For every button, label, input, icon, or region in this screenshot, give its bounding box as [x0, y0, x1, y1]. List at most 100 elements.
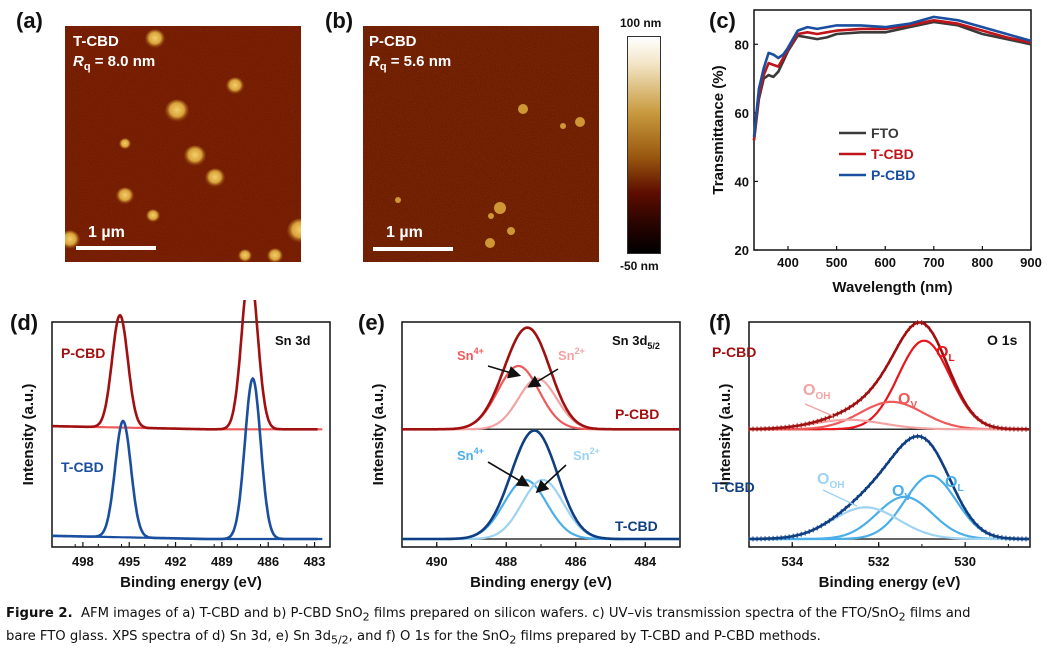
caption-figure-label: Figure 2.: [6, 606, 73, 621]
x-tick-label: 900: [1020, 255, 1042, 270]
afm-grain: [488, 213, 494, 219]
subscript: L: [948, 353, 954, 364]
y-tick-label: 40: [735, 174, 749, 189]
series-label: P-CBD: [712, 344, 756, 360]
afm-grain: [485, 238, 495, 248]
subscript: V: [910, 400, 917, 411]
panel-label-f: (f): [709, 310, 731, 335]
x-tick-label: 483: [304, 554, 326, 569]
rq-value: = 8.0 nm: [94, 53, 156, 70]
x-axis-label: Binding energy (eV): [819, 574, 961, 591]
x-tick-label: 500: [826, 255, 848, 270]
x-tick-label: 532: [868, 554, 890, 569]
panel-label-d: (d): [10, 310, 39, 335]
x-tick-label: 600: [874, 255, 896, 270]
panel-label-b: (b): [325, 8, 354, 33]
chart-sn3d: 498 495 492 489 486 483 Binding energy (eV) Int…: [20, 300, 331, 591]
arrow-ooh: [822, 489, 858, 507]
afm-grain: [507, 227, 515, 235]
afm-topography-pcbd: [363, 26, 599, 262]
afm-grain: [184, 145, 206, 167]
afm-grain: [287, 218, 301, 244]
scalebar-tcbd: [76, 246, 156, 250]
chart-o1s: 534 532 530 Binding energy (eV) Intensity (a…: [712, 320, 1031, 591]
spectrum-p-cbd: [52, 300, 318, 431]
plot-frame: [748, 321, 1031, 548]
subscript: L: [957, 483, 963, 494]
chart-title: Sn 3d5/2: [612, 333, 660, 351]
caption-text: films and: [905, 606, 971, 621]
afm-image-tcbd: [65, 26, 301, 262]
arrow-ooh: [804, 403, 834, 417]
series-line-fto: [752, 20, 1032, 141]
caption-sub: 2: [362, 610, 370, 624]
y-axis-label: Intensity (a.u.): [370, 384, 387, 486]
afm-grain: [518, 104, 528, 114]
chart-transmittance: 400 500 600 700 800 900 20 40 60 80 Wavelength (nm…: [710, 9, 1042, 296]
series-label: T-CBD: [61, 459, 104, 475]
x-tick-label: 530: [954, 554, 976, 569]
x-tick-label: 498: [72, 554, 94, 569]
x-tick-label: 486: [565, 554, 587, 569]
x-tick-label: 492: [165, 554, 187, 569]
rq-value: = 5.6 nm: [390, 53, 452, 70]
rq-subscript: q: [83, 61, 91, 73]
afm-sample-label-tcbd: T-CBD: [73, 33, 119, 50]
scalebar-label-pcbd: 1 µm: [386, 224, 423, 241]
subscript: OH: [829, 480, 844, 491]
subscript: 5/2: [647, 341, 660, 351]
series-label: T-CBD: [712, 479, 755, 495]
series-line-p-cbd: [752, 15, 1032, 138]
colorbar-min-label: -50 nm: [620, 259, 659, 273]
legend-label: FTO: [871, 125, 899, 141]
x-tick-label: 489: [211, 554, 233, 569]
chart-sn3d52: 490 488 486 484 Binding energy (eV) Intensity…: [370, 321, 681, 591]
afm-grain: [395, 197, 401, 203]
caption-sub: 2: [898, 610, 906, 624]
y-tick-label: 20: [735, 243, 749, 258]
spectrum-t-cbd: [51, 376, 318, 541]
afm-grain: [116, 187, 134, 205]
afm-roughness-tcbd: Rq = 8.0 nm: [73, 52, 155, 77]
x-tick-label: 490: [426, 554, 448, 569]
arrow-sn2: [527, 368, 559, 388]
panel-label-a: (a): [16, 8, 43, 33]
subscript: V: [904, 492, 911, 503]
superscript: 4+: [474, 346, 484, 356]
afm-grain: [119, 138, 131, 150]
afm-grain: [146, 209, 160, 223]
caption-text: , and f) O 1s for the SnO: [348, 628, 510, 644]
x-axis-label: Binding energy (eV): [120, 574, 262, 591]
legend-label: T-CBD: [871, 146, 914, 162]
x-axis-label: Binding energy (eV): [470, 574, 612, 591]
afm-grain: [165, 99, 189, 123]
arrow-sn2: [535, 464, 567, 494]
caption-text: AFM images of a) T-CBD and b) P-CBD SnO: [80, 606, 363, 621]
rq-subscript: q: [379, 61, 387, 73]
afm-grain: [226, 77, 244, 95]
x-tick-label: 495: [118, 554, 140, 569]
series-label: T-CBD: [615, 518, 658, 534]
afm-grain: [267, 248, 283, 262]
chart-title: Sn 3d: [275, 333, 310, 348]
rq-symbol: R: [73, 53, 84, 70]
figure-caption: Figure 2. AFM images of a) T-CBD and b) …: [6, 604, 1052, 649]
caption-text: films prepared by T-CBD and P-CBD method…: [516, 628, 821, 644]
series-line-t-cbd: [752, 19, 1032, 141]
subscript: OH: [815, 391, 830, 402]
scalebar-pcbd: [373, 247, 453, 251]
caption-line-2: bare FTO glass. XPS spectra of d) Sn 3d,…: [6, 627, 1052, 650]
x-tick-label: 800: [972, 255, 994, 270]
x-tick-label: 534: [781, 554, 803, 569]
caption-text: films prepared on silicon wafers. c) UV–…: [369, 606, 899, 621]
caption-sub: 2: [509, 633, 517, 647]
legend-label: P-CBD: [871, 167, 915, 183]
envelope-t-cbd: [402, 429, 680, 541]
chart-title: O 1s: [987, 332, 1018, 348]
x-axis-label: Wavelength (nm): [832, 279, 952, 296]
afm-grain: [494, 202, 506, 214]
height-colorbar: [627, 36, 661, 254]
afm-grain: [205, 168, 225, 188]
component-label-sn4: Sn4+: [457, 446, 484, 463]
superscript: 2+: [590, 446, 600, 456]
